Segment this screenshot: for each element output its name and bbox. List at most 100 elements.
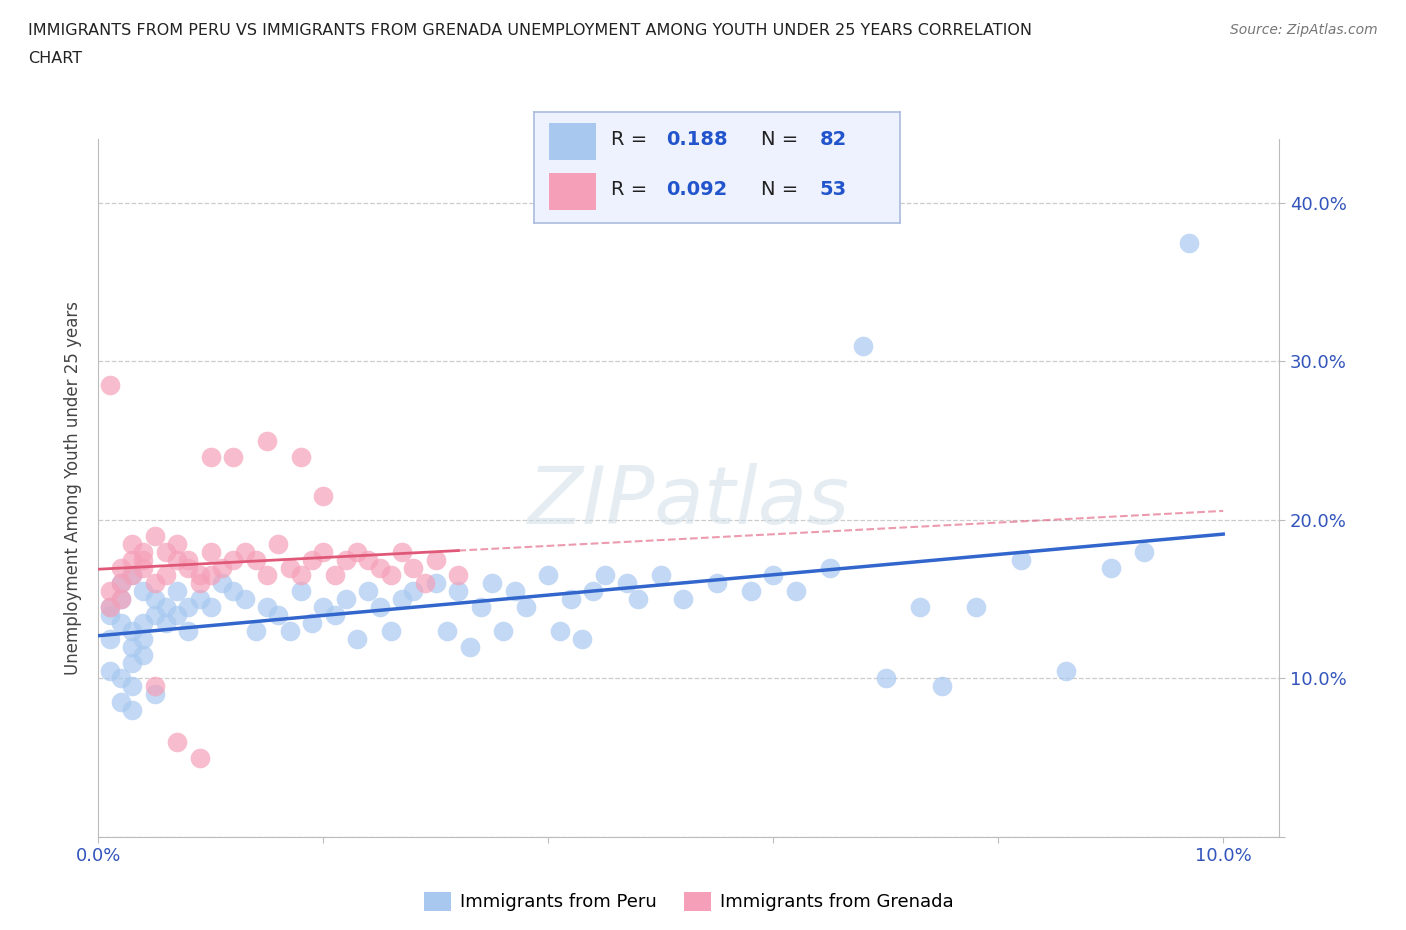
Point <box>357 584 380 599</box>
Point <box>155 568 177 583</box>
Point <box>256 600 278 615</box>
Point <box>143 528 166 543</box>
Point <box>166 584 188 599</box>
Point <box>110 671 132 686</box>
Point <box>166 552 188 567</box>
Point <box>380 623 402 638</box>
Point <box>121 568 143 583</box>
Point <box>470 600 492 615</box>
Point <box>425 576 447 591</box>
Point <box>515 600 537 615</box>
Point <box>110 591 132 606</box>
Point <box>222 552 245 567</box>
Point <box>110 695 132 710</box>
Point <box>312 489 335 504</box>
Point <box>155 616 177 631</box>
Point <box>110 560 132 575</box>
Text: R =: R = <box>612 180 654 199</box>
Point <box>121 655 143 670</box>
Point <box>267 607 290 622</box>
Legend: Immigrants from Peru, Immigrants from Grenada: Immigrants from Peru, Immigrants from Gr… <box>416 884 962 919</box>
Point <box>155 600 177 615</box>
Point <box>200 544 222 559</box>
Point <box>222 449 245 464</box>
Text: N =: N = <box>761 130 804 149</box>
Bar <box>548 123 596 160</box>
Point <box>98 600 121 615</box>
Point <box>177 560 200 575</box>
Point <box>200 449 222 464</box>
Point <box>166 735 188 750</box>
Point <box>852 339 875 353</box>
Point <box>346 631 368 646</box>
Point <box>346 544 368 559</box>
Point <box>132 560 155 575</box>
Point <box>875 671 897 686</box>
Point <box>166 607 188 622</box>
Point <box>110 576 132 591</box>
Point <box>132 647 155 662</box>
Point <box>1099 560 1122 575</box>
Text: 0.188: 0.188 <box>666 130 727 149</box>
Text: CHART: CHART <box>28 51 82 66</box>
Point <box>582 584 605 599</box>
Bar <box>548 173 596 210</box>
Point <box>132 584 155 599</box>
Point <box>458 639 481 654</box>
Point <box>98 584 121 599</box>
Point <box>132 616 155 631</box>
Point <box>143 576 166 591</box>
Point <box>290 568 312 583</box>
Point <box>132 631 155 646</box>
Point <box>245 552 267 567</box>
Point <box>312 544 335 559</box>
Point <box>650 568 672 583</box>
Text: 0.092: 0.092 <box>666 180 727 199</box>
Point <box>290 584 312 599</box>
Point <box>335 591 357 606</box>
Point <box>278 560 301 575</box>
Point <box>616 576 638 591</box>
Point <box>593 568 616 583</box>
Point <box>98 631 121 646</box>
Point <box>436 623 458 638</box>
Point <box>177 552 200 567</box>
Point <box>211 560 233 575</box>
Point <box>267 537 290 551</box>
Point <box>166 537 188 551</box>
Point <box>323 607 346 622</box>
Point <box>143 679 166 694</box>
Point <box>818 560 841 575</box>
Point <box>312 600 335 615</box>
Point <box>98 663 121 678</box>
Text: ZIPatlas: ZIPatlas <box>527 463 851 541</box>
Text: Source: ZipAtlas.com: Source: ZipAtlas.com <box>1230 23 1378 37</box>
Point <box>931 679 953 694</box>
Point <box>98 607 121 622</box>
Point <box>256 568 278 583</box>
Point <box>121 568 143 583</box>
Point <box>1178 235 1201 250</box>
Point <box>481 576 503 591</box>
Point <box>548 623 571 638</box>
Point <box>908 600 931 615</box>
Point <box>121 703 143 718</box>
Point <box>188 576 211 591</box>
Point <box>368 560 391 575</box>
Point <box>110 591 132 606</box>
Text: R =: R = <box>612 130 654 149</box>
Point <box>290 449 312 464</box>
Point <box>200 568 222 583</box>
Point <box>402 560 425 575</box>
Point <box>560 591 582 606</box>
Point <box>177 623 200 638</box>
Point <box>391 591 413 606</box>
Point <box>132 544 155 559</box>
Point <box>278 623 301 638</box>
Point <box>447 584 470 599</box>
Point <box>323 568 346 583</box>
Point <box>402 584 425 599</box>
Point <box>143 591 166 606</box>
Point <box>110 616 132 631</box>
Point <box>380 568 402 583</box>
